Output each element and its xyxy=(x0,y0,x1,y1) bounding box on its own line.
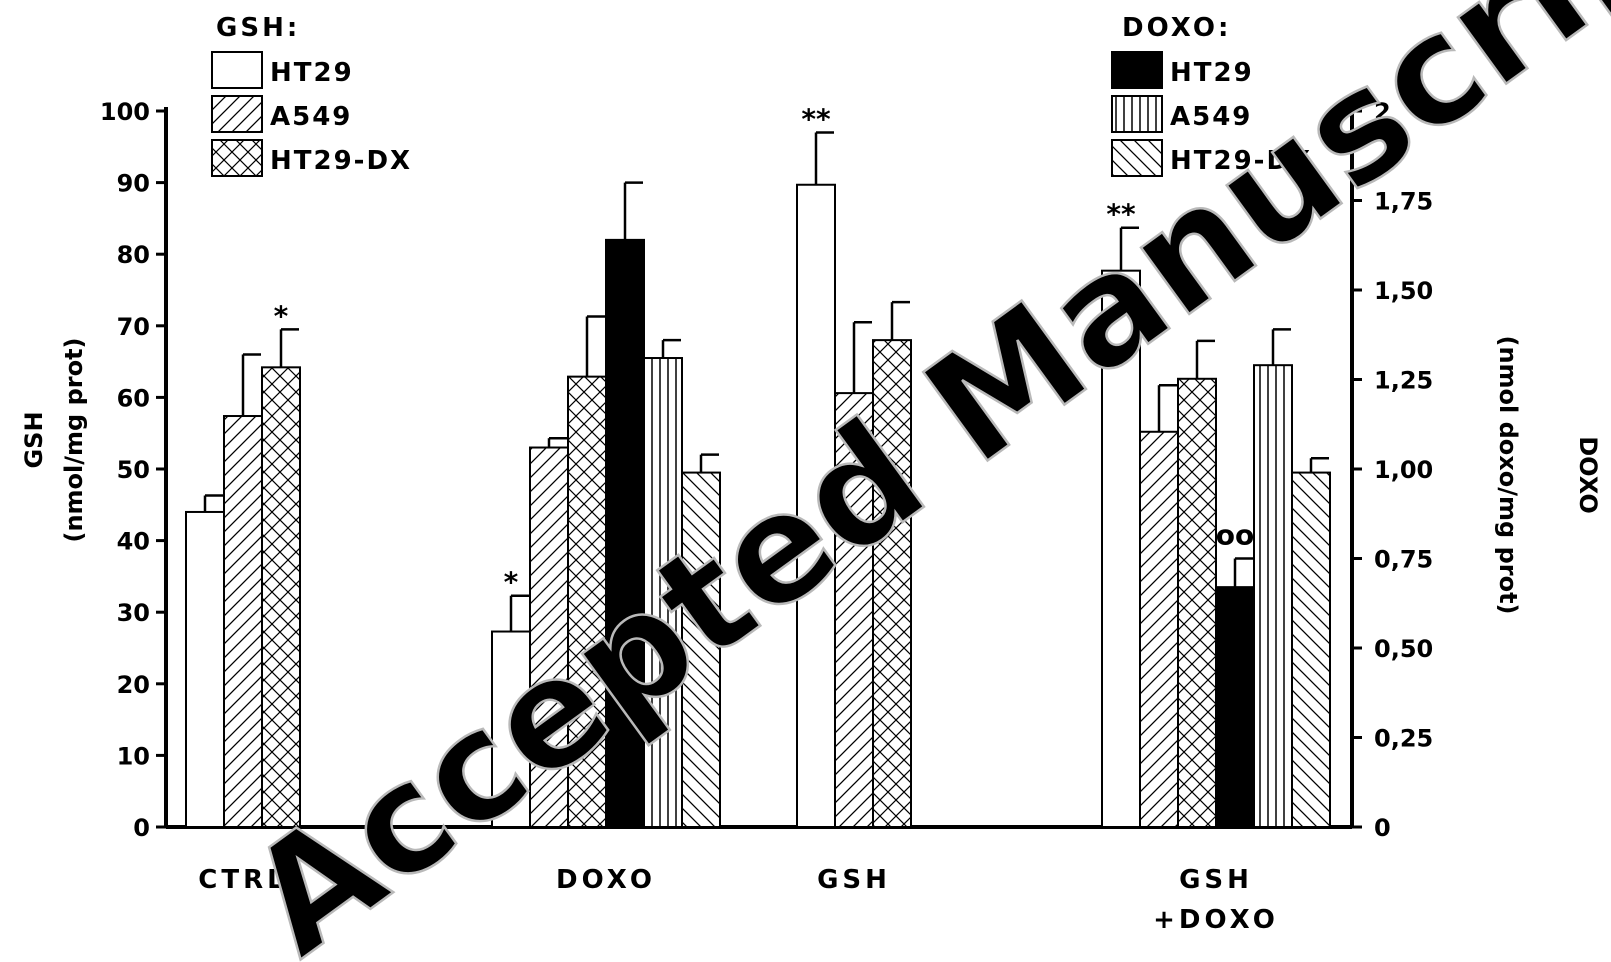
left-tick-label: 0 xyxy=(133,814,150,842)
bar xyxy=(223,415,263,828)
legend-label: A549 xyxy=(1170,102,1252,132)
left-tick-label: 10 xyxy=(117,742,150,770)
category-label: +DOXO xyxy=(1153,905,1279,935)
significance-label: ** xyxy=(1106,198,1136,231)
bars xyxy=(185,131,1331,829)
left-axis-subtitle: (nmol/mg prot) xyxy=(60,337,88,542)
right-tick-label: 1,00 xyxy=(1374,456,1433,484)
legend-gsh-title: GSH: xyxy=(216,13,300,43)
legend-swatch xyxy=(211,51,263,89)
legend-doxo-title: DOXO: xyxy=(1122,13,1231,43)
right-tick-label: 0,50 xyxy=(1374,635,1433,663)
legend-label: HT29 xyxy=(1170,58,1254,88)
right-tick-label: 0,25 xyxy=(1374,725,1433,753)
left-tick-label: 30 xyxy=(117,599,150,627)
left-tick-label: 100 xyxy=(100,98,150,126)
left-tick-label: 20 xyxy=(117,671,150,699)
category-label: CTRL xyxy=(198,865,287,895)
legend-swatch xyxy=(211,95,263,133)
bar xyxy=(1215,586,1255,829)
left-axis-title: GSH xyxy=(20,411,48,468)
bar xyxy=(834,392,874,828)
category-label: DOXO xyxy=(556,865,656,895)
right-tick-label: 1,50 xyxy=(1374,277,1433,305)
category-label: GSH xyxy=(817,865,891,895)
left-tick-label: 90 xyxy=(117,170,150,198)
bar xyxy=(1253,364,1293,828)
legend-label: A549 xyxy=(270,102,352,132)
left-tick-label: 80 xyxy=(117,241,150,269)
legend-label: HT29 xyxy=(270,58,354,88)
legend-swatch xyxy=(1111,51,1163,89)
right-axis-title: DOXO xyxy=(1574,436,1602,514)
left-tick-label: 70 xyxy=(117,313,150,341)
bar xyxy=(567,375,607,828)
right-axis-subtitle: (nmol doxo/mg prot) xyxy=(1494,335,1522,614)
legend-swatch xyxy=(211,139,263,177)
category-label: GSH xyxy=(1179,865,1253,895)
bar xyxy=(643,357,683,828)
bar xyxy=(1177,377,1217,828)
significance-label: oo xyxy=(1216,519,1254,552)
axes: 0 10 20 30 40 50 60 70 80 90 100 0 0,25 0,50 0,75 1,00 1… xyxy=(100,98,1433,842)
left-tick-label: 50 xyxy=(117,456,150,484)
left-tick-label: 40 xyxy=(117,528,150,556)
right-tick-label: 0 xyxy=(1374,814,1391,842)
bar xyxy=(1139,430,1179,828)
legend-label: HT29-DX xyxy=(270,146,412,176)
significance-label: * xyxy=(504,566,519,599)
significance-label: * xyxy=(274,299,289,332)
bar xyxy=(261,366,301,828)
significance-label: ** xyxy=(801,102,831,135)
legend-swatch xyxy=(1111,95,1163,133)
bar xyxy=(1101,269,1141,828)
bar xyxy=(185,510,225,828)
right-tick-label: 2 xyxy=(1374,98,1391,126)
right-tick-label: 1,25 xyxy=(1374,367,1433,395)
bar xyxy=(1291,471,1331,828)
right-tick-label: 0,75 xyxy=(1374,546,1433,574)
right-tick-label: 1,75 xyxy=(1374,188,1433,216)
legend-swatch xyxy=(1111,139,1163,177)
left-tick-label: 60 xyxy=(117,384,150,412)
legend-label: HT29-DX xyxy=(1170,146,1312,176)
